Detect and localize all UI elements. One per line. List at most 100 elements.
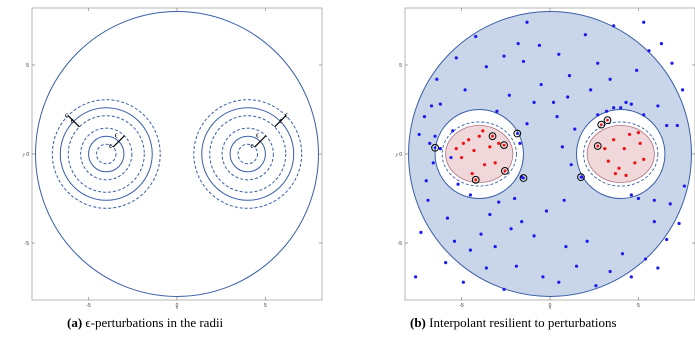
panel_b-ytick-label-1: 0 [399,152,402,158]
blue-point-47 [630,103,633,106]
panel_a-xtick-label-0: -5 [86,303,91,309]
panel-b-regions [409,12,692,297]
red-point-18 [633,161,636,164]
red-point-13 [607,160,610,163]
blue-point-4 [423,115,426,118]
blue-point-59 [552,101,555,104]
red-point-4 [478,135,481,138]
epsilon-bar-inner-1-1 [260,136,266,142]
circle-right-r1-minus [238,144,257,164]
blue-point-36 [676,124,679,127]
red-point-9 [497,142,500,145]
circled-point-1 [474,178,477,181]
blue-point-89 [656,266,659,269]
blue-point-85 [589,88,592,91]
blue-point-84 [612,24,615,27]
blue-point-53 [630,193,633,196]
blue-point-58 [555,115,558,118]
blue-point-48 [642,113,645,116]
red-point-7 [471,172,474,175]
blue-point-31 [644,257,647,260]
circled-point-3 [503,144,506,147]
red-point-11 [462,142,465,145]
blue-point-71 [451,129,454,132]
red-point-21 [624,174,627,177]
epsilon-bar-inner-0-1 [119,136,125,142]
blue-point-62 [525,122,528,125]
blue-point-61 [532,101,535,104]
blue-point-0 [414,275,417,278]
red-point-19 [639,142,642,145]
blue-point-29 [621,252,624,255]
blue-point-88 [444,261,447,264]
blue-point-45 [605,110,608,113]
caption-b: (b) Interpolant resilient to perturbatio… [410,315,617,331]
caption-a-label: (a) [67,315,82,330]
blue-point-25 [575,265,578,268]
panel_a-ytick-label-2: -5 [25,241,30,247]
blue-point-93 [642,21,645,24]
panel_b-xtick-label-0: -5 [459,303,464,309]
blue-point-67 [488,213,491,216]
circle-outer [36,12,319,297]
red-point-0 [455,147,458,150]
blue-point-34 [677,222,680,225]
circled-point-5 [516,132,519,135]
blue-point-65 [513,197,516,200]
circle-left-r1-minus [97,144,116,164]
blue-point-99 [479,233,482,236]
red-point-1 [460,156,463,159]
blue-point-72 [439,103,442,106]
blue-point-70 [449,156,452,159]
red-point-15 [617,167,620,170]
panel-b-plot: -5 0 550-5 x y [395,8,695,311]
blue-point-14 [469,249,472,252]
blue-point-57 [573,127,576,130]
blue-point-11 [446,216,449,219]
blue-point-18 [515,265,518,268]
panel_b-ytick-label-0: 5 [399,63,402,69]
circle-right-r2-minus [210,116,286,193]
blue-point-10 [428,142,431,145]
panel-a-frame [32,8,322,300]
blue-point-49 [656,104,659,107]
blue-point-74 [474,35,477,38]
panel_b-ytick-label-2: -5 [398,241,403,247]
caption-a: (a) ϵ-perturbations in the radii [67,315,223,331]
blue-point-37 [681,88,684,91]
circled-point-0 [434,146,437,149]
blue-point-13 [462,281,465,284]
panel_a-ytick-label-0: 5 [26,63,29,69]
red-point-20 [642,158,645,161]
panel_a-xtick-label-2: 5 [264,303,267,309]
blue-point-26 [586,240,589,243]
blue-point-39 [660,42,663,45]
blue-point-86 [508,94,511,97]
blue-point-28 [609,270,612,273]
blue-point-8 [439,147,442,150]
blue-point-43 [619,106,622,109]
red-point-6 [488,145,491,148]
blue-point-17 [502,288,505,291]
blue-point-79 [538,44,541,47]
red-point-2 [467,138,470,141]
blue-point-52 [637,197,640,200]
blue-point-92 [566,95,569,98]
blue-point-97 [669,202,672,205]
blue-point-23 [557,281,560,284]
blue-point-12 [453,240,456,243]
circled-point-10 [606,119,609,122]
panel-a-plot: -5 0 5 5 0 -5 ϵϵϵϵϵϵϵϵ x y [22,8,322,311]
blue-point-7 [433,135,436,138]
region-right-inner [587,126,654,183]
blue-point-66 [497,200,500,203]
blue-point-75 [485,65,488,68]
blue-point-27 [594,284,597,287]
blue-point-56 [561,145,564,148]
red-point-14 [612,138,615,141]
circled-point-6 [522,177,525,180]
blue-point-51 [653,199,656,202]
blue-point-20 [520,220,523,223]
blue-point-90 [563,199,566,202]
